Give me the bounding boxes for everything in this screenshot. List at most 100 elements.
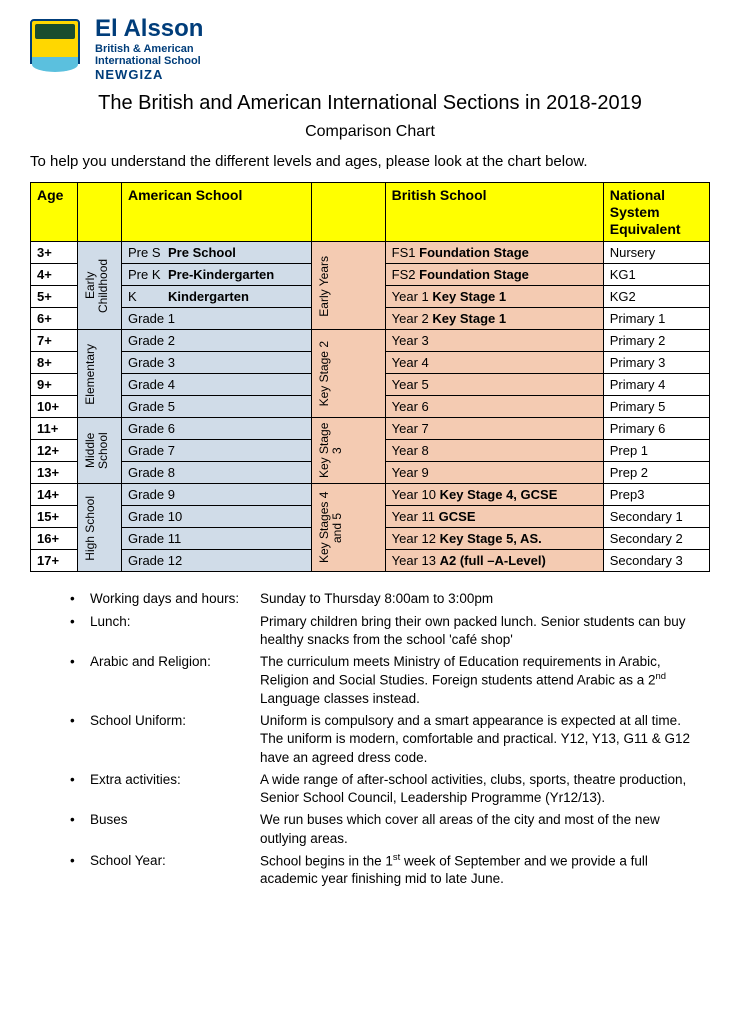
british-cell: Year 4	[385, 352, 603, 374]
british-cell: Year 3	[385, 330, 603, 352]
intro-text: To help you understand the different lev…	[30, 153, 710, 170]
page-subtitle: Comparison Chart	[30, 123, 710, 141]
american-cell: Grade 7	[122, 440, 312, 462]
american-cell: Pre SPre School	[122, 242, 312, 264]
logo-icon	[30, 19, 85, 79]
col-national: National System Equivalent	[603, 183, 709, 242]
logo-main: El Alsson	[95, 15, 203, 43]
age-cell: 7+	[31, 330, 78, 352]
info-value: Primary children bring their own packed …	[260, 613, 700, 649]
age-cell: 12+	[31, 440, 78, 462]
national-cell: Secondary 3	[603, 550, 709, 572]
british-cell: Year 11 GCSE	[385, 506, 603, 528]
logo-sub2: International School	[95, 55, 203, 67]
age-cell: 5+	[31, 286, 78, 308]
info-value: We run buses which cover all areas of th…	[260, 811, 700, 847]
age-cell: 13+	[31, 462, 78, 484]
american-cell: Grade 4	[122, 374, 312, 396]
info-label: Working days and hours:	[90, 590, 260, 608]
info-label: School Uniform:	[90, 712, 260, 767]
american-cell: Grade 11	[122, 528, 312, 550]
age-cell: 15+	[31, 506, 78, 528]
national-cell: Primary 5	[603, 396, 709, 418]
info-label: Lunch:	[90, 613, 260, 649]
info-label: School Year:	[90, 852, 260, 889]
col-american: American School	[122, 183, 312, 242]
national-cell: Nursery	[603, 242, 709, 264]
info-item: School Uniform:Uniform is compulsory and…	[90, 712, 700, 767]
national-cell: Prep3	[603, 484, 709, 506]
col-british: British School	[385, 183, 603, 242]
british-category: Early Years	[312, 242, 386, 330]
info-value: Sunday to Thursday 8:00am to 3:00pm	[260, 590, 700, 608]
british-cell: Year 6	[385, 396, 603, 418]
info-list: Working days and hours:Sunday to Thursda…	[30, 590, 710, 888]
age-cell: 14+	[31, 484, 78, 506]
col-cat-br	[312, 183, 386, 242]
info-item: Working days and hours:Sunday to Thursda…	[90, 590, 700, 608]
info-item: Arabic and Religion:The curriculum meets…	[90, 653, 700, 708]
table-row: 7+ElementaryGrade 2Key Stage 2Year 3Prim…	[31, 330, 710, 352]
british-cell: Year 5	[385, 374, 603, 396]
comparison-table: Age American School British School Natio…	[30, 182, 710, 572]
logo-sub1: British & American	[95, 43, 203, 55]
national-cell: Primary 4	[603, 374, 709, 396]
col-cat-am	[77, 183, 121, 242]
table-header-row: Age American School British School Natio…	[31, 183, 710, 242]
age-cell: 9+	[31, 374, 78, 396]
british-cell: Year 7	[385, 418, 603, 440]
american-cell: Grade 5	[122, 396, 312, 418]
british-category: Key Stage 2	[312, 330, 386, 418]
national-cell: Secondary 1	[603, 506, 709, 528]
national-cell: Primary 2	[603, 330, 709, 352]
american-cell: Grade 6	[122, 418, 312, 440]
national-cell: KG2	[603, 286, 709, 308]
table-row: 14+High SchoolGrade 9Key Stages 4 and 5Y…	[31, 484, 710, 506]
american-category: Elementary	[77, 330, 121, 418]
british-cell: Year 2 Key Stage 1	[385, 308, 603, 330]
info-item: Extra activities:A wide range of after-s…	[90, 771, 700, 807]
national-cell: Primary 3	[603, 352, 709, 374]
logo-location: NEWGIZA	[95, 67, 203, 82]
national-cell: Primary 1	[603, 308, 709, 330]
american-cell: KKindergarten	[122, 286, 312, 308]
british-cell: Year 13 A2 (full –A-Level)	[385, 550, 603, 572]
american-category: Middle School	[77, 418, 121, 484]
american-cell: Grade 12	[122, 550, 312, 572]
american-cell: Grade 9	[122, 484, 312, 506]
british-category: Key Stages 4 and 5	[312, 484, 386, 572]
american-cell: Grade 8	[122, 462, 312, 484]
national-cell: KG1	[603, 264, 709, 286]
national-cell: Prep 2	[603, 462, 709, 484]
table-row: 11+Middle SchoolGrade 6Key Stage 3Year 7…	[31, 418, 710, 440]
page-title: The British and American International S…	[30, 92, 710, 115]
age-cell: 10+	[31, 396, 78, 418]
british-category: Key Stage 3	[312, 418, 386, 484]
info-item: School Year:School begins in the 1st wee…	[90, 852, 700, 889]
british-cell: Year 8	[385, 440, 603, 462]
age-cell: 8+	[31, 352, 78, 374]
info-label: Arabic and Religion:	[90, 653, 260, 708]
american-cell: Grade 1	[122, 308, 312, 330]
british-cell: Year 1 Key Stage 1	[385, 286, 603, 308]
age-cell: 11+	[31, 418, 78, 440]
american-cell: Grade 10	[122, 506, 312, 528]
british-cell: FS1 Foundation Stage	[385, 242, 603, 264]
national-cell: Secondary 2	[603, 528, 709, 550]
col-age: Age	[31, 183, 78, 242]
table-row: 3+Early ChildhoodPre SPre SchoolEarly Ye…	[31, 242, 710, 264]
british-cell: FS2 Foundation Stage	[385, 264, 603, 286]
info-label: Buses	[90, 811, 260, 847]
info-value: A wide range of after-school activities,…	[260, 771, 700, 807]
american-cell: Grade 3	[122, 352, 312, 374]
american-cell: Grade 2	[122, 330, 312, 352]
age-cell: 3+	[31, 242, 78, 264]
national-cell: Prep 1	[603, 440, 709, 462]
american-category: High School	[77, 484, 121, 572]
info-item: BusesWe run buses which cover all areas …	[90, 811, 700, 847]
info-item: Lunch:Primary children bring their own p…	[90, 613, 700, 649]
age-cell: 4+	[31, 264, 78, 286]
british-cell: Year 10 Key Stage 4, GCSE	[385, 484, 603, 506]
american-cell: Pre KPre-Kindergarten	[122, 264, 312, 286]
national-cell: Primary 6	[603, 418, 709, 440]
